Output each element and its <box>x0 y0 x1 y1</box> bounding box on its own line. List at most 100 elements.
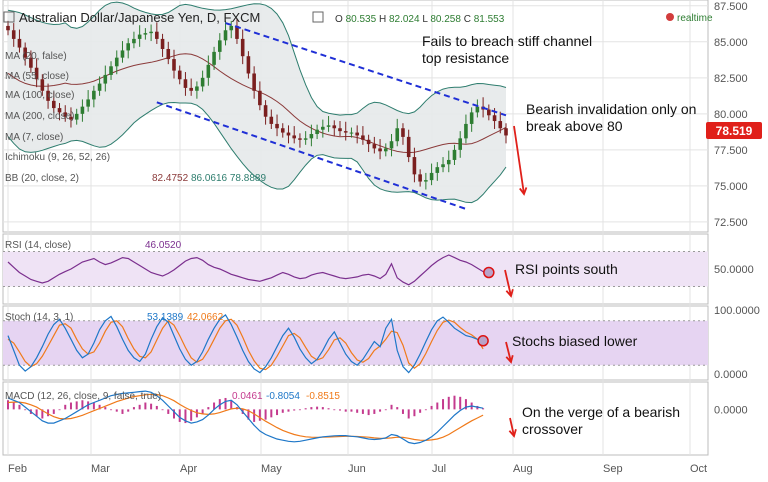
price-tick-label: 85.000 <box>714 37 748 49</box>
candle-body <box>469 112 474 124</box>
macd-histogram-bar <box>150 403 153 410</box>
candle-body <box>46 90 50 101</box>
candle-body <box>383 148 388 152</box>
realtime-label: realtime <box>677 13 713 24</box>
macd-histogram-bar <box>110 409 113 411</box>
candle-body <box>395 128 400 142</box>
candle-body <box>114 57 119 67</box>
macd-value: -0.8054 <box>266 391 300 402</box>
macd-value: -0.8515 <box>306 391 340 402</box>
candle-body <box>326 125 331 127</box>
macd-histogram-bar <box>47 409 50 417</box>
macd-legend[interactable]: MACD (12, 26, close, 9, false, true) <box>5 391 161 402</box>
rsi-legend[interactable]: RSI (14, close) <box>5 240 71 251</box>
candle-body <box>23 47 27 58</box>
candle-body <box>412 157 417 175</box>
macd-annotation: On the verge of a bearish crossover <box>522 404 684 437</box>
macd-histogram-bar <box>161 409 164 411</box>
candle-body <box>29 57 33 68</box>
macd-histogram-bar <box>247 409 250 420</box>
candle-body <box>252 73 256 91</box>
candle-body <box>464 123 468 139</box>
macd-histogram-bar <box>304 408 307 410</box>
macd-histogram-bar <box>81 400 84 410</box>
candle-body <box>235 25 239 39</box>
macd-pane: MACD (12, 26, close, 9, false, true) 0.04… <box>5 390 485 445</box>
instrument-title: Australian Dollar/Japanese Yen, D, FXCM <box>19 10 260 25</box>
realtime-dot-icon <box>666 13 674 21</box>
macd-histogram-bar <box>281 409 284 413</box>
macd-histogram-bar <box>35 409 38 417</box>
macd-histogram-bar <box>327 408 330 410</box>
stoch-tick-label: 0.0000 <box>714 369 748 381</box>
candle-body <box>263 105 268 117</box>
x-tick-label: Jun <box>348 463 366 475</box>
rsi-line <box>7 254 489 286</box>
macd-histogram-bar <box>207 407 210 410</box>
macd-histogram-bar <box>384 409 387 411</box>
indicator-legend[interactable]: MA (20, false) <box>5 51 67 62</box>
stoch-pane: Stoch (14, 3, 1) 53.1389 42.0662 <box>3 312 708 374</box>
indicator-legend[interactable]: MA (7, close) <box>5 132 63 143</box>
indicator-legend[interactable]: Ichimoku (9, 26, 52, 26) <box>5 152 110 163</box>
macd-histogram-bar <box>69 402 72 410</box>
candle-body <box>63 112 68 117</box>
candle-body <box>120 50 125 58</box>
candle-body <box>223 30 228 41</box>
indicator-legend[interactable]: MA (200, close) <box>5 111 74 122</box>
indicator-legends: MA (20, false) MA (55, close) MA (100, clo… <box>5 51 266 184</box>
candle-body <box>498 121 503 129</box>
candle-body <box>200 77 205 87</box>
symbol-icon[interactable] <box>3 11 15 23</box>
candle-body <box>475 106 480 113</box>
candle-body <box>343 131 348 133</box>
candle-body <box>51 100 56 109</box>
candle-body <box>321 126 325 130</box>
macd-histogram-bar <box>41 409 44 419</box>
x-axis: Feb Mar Apr May Jun Jul Aug Sep Oct <box>8 463 707 475</box>
candle-body <box>292 135 297 139</box>
macd-histogram-bar <box>98 404 101 410</box>
y-axes: 87.500 85.000 82.500 80.000 77.500 75.000 72.5… <box>714 1 760 417</box>
macd-histogram-bar <box>339 409 341 411</box>
macd-histogram-bar <box>92 402 95 410</box>
macd-histogram-bar <box>18 404 21 410</box>
macd-tick-label: 0.0000 <box>714 404 748 416</box>
macd-histogram-bar <box>298 409 301 411</box>
header: Australian Dollar/Japanese Yen, D, FXCM … <box>3 10 713 25</box>
indicator-legend[interactable]: MA (100, close) <box>5 90 74 101</box>
indicator-legend[interactable]: MA (55, close) <box>5 71 69 82</box>
macd-histogram-bar <box>287 409 290 412</box>
macd-histogram-bar <box>7 400 9 410</box>
macd-histogram-bar <box>464 399 467 410</box>
x-tick-label: May <box>261 463 282 475</box>
candle-body <box>109 66 113 75</box>
candle-body <box>275 123 279 129</box>
macd-histogram-bar <box>104 407 107 410</box>
macd-histogram-bar <box>356 409 359 413</box>
candle-body <box>195 86 199 91</box>
stoch-legend[interactable]: Stoch (14, 3, 1) <box>5 312 73 323</box>
last-price-value: 78.519 <box>716 124 753 138</box>
candle-body <box>492 115 497 122</box>
candle-body <box>378 148 382 152</box>
macd-line <box>7 390 484 445</box>
candle-body <box>166 48 171 60</box>
macd-histogram-bar <box>390 404 393 410</box>
candle-body <box>126 43 131 51</box>
price-pane <box>6 1 508 210</box>
candle-body <box>17 38 22 48</box>
settings-icon[interactable] <box>312 11 324 23</box>
indicator-legend[interactable]: BB (20, close, 2) <box>5 173 79 184</box>
candle-body <box>258 90 262 106</box>
candle-body <box>435 167 440 173</box>
macd-histogram-bar <box>52 409 55 414</box>
macd-histogram-bar <box>190 409 193 421</box>
annotation-arrows <box>504 125 528 438</box>
macd-histogram-bar <box>482 408 485 410</box>
candle-body <box>240 38 245 57</box>
candle-body <box>183 79 188 88</box>
candle-body <box>487 109 491 116</box>
candle-body <box>452 149 457 160</box>
